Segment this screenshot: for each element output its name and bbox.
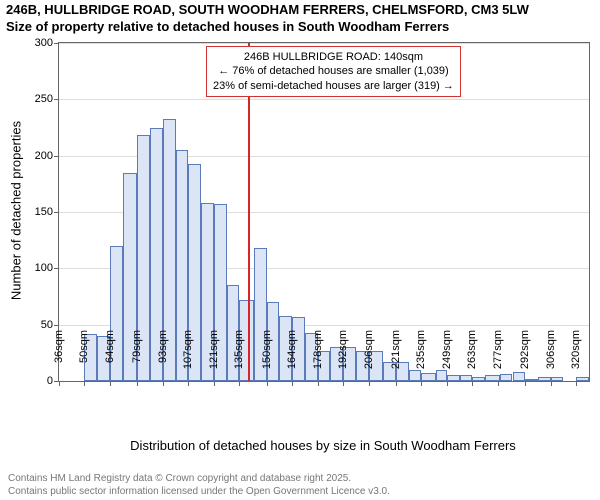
x-tick-label: 206sqm <box>363 330 375 385</box>
y-tick-label: 100 <box>35 262 59 274</box>
plot-area: 05010015020025030036sqm50sqm64sqm79sqm93… <box>58 42 590 382</box>
x-tick-label: 221sqm <box>390 330 402 385</box>
annotation-line-3: 23% of semi-detached houses are larger (… <box>213 79 454 93</box>
page-title-line2: Size of property relative to detached ho… <box>6 19 600 34</box>
x-axis-title: Distribution of detached houses by size … <box>58 438 588 453</box>
x-tick-label: 263sqm <box>466 330 478 385</box>
annotation-line-1: 246B HULLBRIDGE ROAD: 140sqm <box>213 50 454 64</box>
page-title-line1: 246B, HULLBRIDGE ROAD, SOUTH WOODHAM FER… <box>6 2 600 17</box>
x-tick-label: 107sqm <box>182 330 194 385</box>
x-tick-label: 192sqm <box>337 330 349 385</box>
x-tick-label: 150sqm <box>261 330 273 385</box>
attribution: Contains HM Land Registry data © Crown c… <box>0 473 600 498</box>
y-tick-label: 250 <box>35 93 59 105</box>
x-tick-label: 135sqm <box>233 330 245 385</box>
y-tick-label: 300 <box>35 37 59 49</box>
x-tick-label: 235sqm <box>415 330 427 385</box>
x-tick-label: 50sqm <box>78 330 90 385</box>
x-tick-label: 306sqm <box>545 330 557 385</box>
x-tick-label: 64sqm <box>104 330 116 385</box>
x-tick-label: 320sqm <box>570 330 582 385</box>
attribution-line1: Contains HM Land Registry data © Crown c… <box>8 473 600 486</box>
x-tick-label: 164sqm <box>286 330 298 385</box>
y-axis-title: Number of detached properties <box>9 42 24 380</box>
y-tick-label: 50 <box>41 319 59 331</box>
x-tick-label: 178sqm <box>312 330 324 385</box>
x-tick-label: 292sqm <box>519 330 531 385</box>
attribution-line2: Contains public sector information licen… <box>8 486 600 499</box>
y-tick-label: 200 <box>35 150 59 162</box>
x-tick-label: 36sqm <box>53 330 65 385</box>
x-tick-label: 121sqm <box>208 330 220 385</box>
x-tick-label: 277sqm <box>492 330 504 385</box>
y-gridline <box>59 99 589 100</box>
annotation-box: 246B HULLBRIDGE ROAD: 140sqm← 76% of det… <box>206 46 461 97</box>
x-tick-label: 79sqm <box>131 330 143 385</box>
x-tick-label: 249sqm <box>441 330 453 385</box>
chart-container: { "title": { "line1": "246B, HULLBRIDGE … <box>0 0 600 500</box>
x-tick-label: 93sqm <box>157 330 169 385</box>
annotation-line-2: ← 76% of detached houses are smaller (1,… <box>213 64 454 78</box>
y-gridline <box>59 43 589 44</box>
y-tick-label: 150 <box>35 206 59 218</box>
